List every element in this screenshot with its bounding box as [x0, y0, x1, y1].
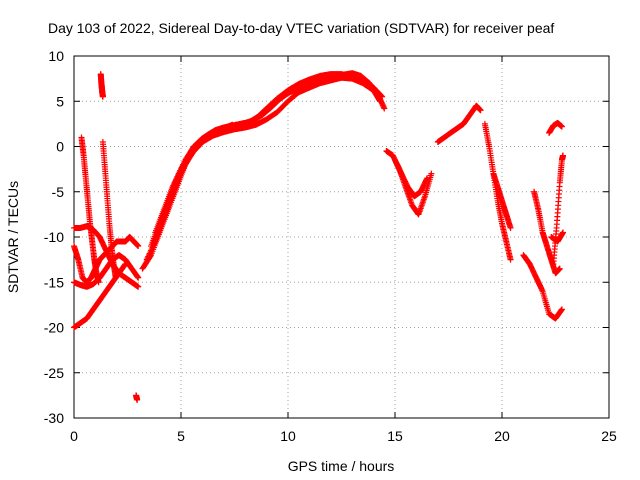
chart-title: Day 103 of 2022, Sidereal Day-to-day VTE… — [48, 20, 554, 36]
data-point — [559, 229, 566, 236]
data-point — [558, 306, 565, 313]
series-dip-15-b — [392, 157, 431, 200]
y-tick-label: 5 — [56, 93, 64, 109]
data-point — [428, 170, 435, 177]
y-tick-label: -15 — [44, 274, 64, 290]
data-point — [135, 274, 142, 281]
series-low-21 — [520, 252, 565, 322]
series-steep-streak-a — [78, 134, 102, 286]
data-point — [558, 123, 565, 130]
x-tick-label: 15 — [387, 428, 403, 444]
data-point — [112, 274, 119, 281]
series-left-loop-a — [71, 234, 142, 286]
data-point — [507, 224, 514, 231]
data-point — [229, 121, 236, 128]
data-point — [559, 152, 566, 159]
y-tick-label: 10 — [48, 48, 64, 64]
data-marks — [71, 70, 566, 403]
axis-ticks — [73, 55, 610, 419]
series-steep-streak-b — [99, 138, 119, 281]
y-tick-label: -20 — [44, 320, 64, 336]
x-tick-label: 10 — [280, 428, 296, 444]
grid — [74, 56, 609, 418]
series-outlier-low — [133, 392, 141, 403]
data-point — [122, 261, 129, 268]
data-point — [95, 279, 102, 286]
data-point — [556, 265, 563, 272]
y-tick-label: -10 — [44, 229, 64, 245]
y-tick-label: -5 — [52, 184, 65, 200]
x-tick-label: 20 — [494, 428, 510, 444]
x-axis-label: GPS time / hours — [288, 458, 395, 474]
data-point — [134, 396, 141, 403]
series-drop-19-b — [490, 170, 514, 231]
data-point — [381, 105, 388, 112]
data-point — [507, 256, 514, 263]
x-tick-label: 25 — [601, 428, 617, 444]
data-point — [99, 93, 106, 100]
data-point — [477, 107, 484, 114]
series-top-22 — [546, 119, 565, 136]
y-tick-label: -30 — [44, 410, 64, 426]
y-axis-label: SDTVAR / TECUs — [5, 181, 21, 293]
y-tick-label: -25 — [44, 365, 64, 381]
series-rise-22-b — [550, 152, 566, 268]
x-tick-label: 5 — [177, 428, 185, 444]
series-rise-22 — [531, 188, 563, 277]
series-spike-top — [97, 71, 106, 100]
x-tick-label: 0 — [70, 428, 78, 444]
data-point — [424, 175, 431, 182]
series-tail-22 — [548, 229, 566, 245]
y-tick-labels: 10 5 0 -5 -10 -15 -20 -25 -30 — [44, 48, 64, 426]
data-point — [135, 283, 142, 290]
x-tick-labels: 0 5 10 15 20 25 — [70, 428, 617, 444]
y-tick-label: 0 — [56, 139, 64, 155]
series-main-arc-d — [152, 121, 236, 236]
series-arc-18 — [434, 102, 484, 145]
data-point — [135, 243, 142, 250]
